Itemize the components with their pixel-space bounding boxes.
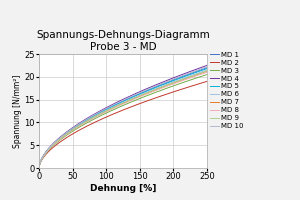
MD 3 (118, 106, 122, 108)
MD 5 (201, 69, 205, 71)
MD 10 (205, 66, 209, 68)
MD 1 (137, 93, 141, 95)
MD 9 (137, 95, 141, 97)
MD 1 (175, 77, 178, 80)
MD 10 (118, 101, 122, 103)
MD 2 (37, 167, 41, 169)
MD 7 (137, 95, 141, 98)
Line: MD 1: MD 1 (39, 68, 207, 168)
MD 7 (117, 104, 121, 106)
MD 8 (205, 71, 209, 73)
MD 6 (201, 70, 205, 73)
MD 3 (201, 75, 205, 77)
MD 10 (175, 77, 178, 79)
MD 1 (201, 68, 205, 70)
MD 7 (175, 81, 178, 83)
X-axis label: Dehnung [%]: Dehnung [%] (90, 184, 156, 193)
MD 10 (201, 67, 205, 69)
Line: MD 6: MD 6 (39, 70, 207, 168)
MD 5 (128, 97, 132, 100)
MD 7 (128, 99, 132, 101)
MD 9 (37, 167, 41, 169)
MD 5 (117, 102, 121, 105)
MD 7 (205, 70, 209, 73)
MD 7 (37, 167, 41, 169)
MD 9 (175, 80, 178, 83)
MD 6 (137, 94, 141, 97)
MD 8 (118, 104, 122, 107)
MD 2 (201, 81, 205, 84)
MD 9 (128, 99, 132, 101)
MD 6 (205, 69, 209, 71)
Line: MD 3: MD 3 (39, 75, 207, 168)
MD 4 (37, 167, 41, 169)
MD 2 (205, 80, 209, 83)
MD 5 (118, 102, 122, 104)
Title: Spannungs-Dehnungs-Diagramm
Probe 3 - MD: Spannungs-Dehnungs-Diagramm Probe 3 - MD (36, 30, 210, 52)
MD 9 (205, 70, 209, 72)
MD 7 (118, 104, 122, 106)
MD 2 (128, 106, 132, 109)
MD 6 (175, 79, 178, 82)
Line: MD 8: MD 8 (39, 72, 207, 168)
MD 8 (201, 72, 205, 75)
MD 8 (137, 96, 141, 98)
MD 4 (117, 100, 121, 103)
MD 9 (117, 104, 121, 106)
MD 8 (175, 81, 178, 84)
MD 1 (205, 66, 209, 69)
MD 1 (117, 102, 121, 104)
Line: MD 10: MD 10 (39, 67, 207, 168)
Line: MD 7: MD 7 (39, 71, 207, 168)
Line: MD 9: MD 9 (39, 71, 207, 168)
MD 10 (128, 96, 132, 98)
MD 8 (37, 167, 41, 169)
MD 7 (201, 71, 205, 74)
MD 2 (118, 110, 122, 113)
MD 4 (205, 64, 209, 67)
MD 1 (128, 97, 132, 99)
MD 5 (205, 67, 209, 70)
MD 6 (128, 98, 132, 101)
MD 4 (137, 91, 141, 93)
MD 5 (175, 78, 178, 81)
MD 4 (201, 66, 205, 68)
MD 3 (137, 98, 141, 100)
MD 4 (128, 95, 132, 97)
Legend: MD 1, MD 2, MD 3, MD 4, MD 5, MD 6, MD 7, MD 8, MD 9, MD 10: MD 1, MD 2, MD 3, MD 4, MD 5, MD 6, MD 7… (210, 52, 243, 129)
MD 10 (137, 92, 141, 94)
MD 3 (117, 106, 121, 109)
Line: MD 4: MD 4 (39, 65, 207, 168)
MD 10 (117, 101, 121, 103)
MD 6 (37, 167, 41, 169)
MD 10 (37, 167, 41, 169)
MD 9 (201, 71, 205, 73)
MD 4 (118, 100, 122, 102)
Y-axis label: Spannung [N/mm²]: Spannung [N/mm²] (13, 74, 22, 148)
MD 4 (175, 75, 178, 78)
MD 3 (175, 84, 178, 86)
MD 3 (37, 167, 41, 169)
MD 5 (37, 167, 41, 169)
MD 2 (175, 90, 178, 92)
MD 3 (205, 73, 209, 76)
MD 1 (37, 167, 41, 169)
MD 3 (128, 101, 132, 104)
Line: MD 2: MD 2 (39, 81, 207, 168)
MD 9 (118, 103, 122, 106)
MD 6 (118, 103, 122, 105)
MD 1 (118, 101, 122, 104)
MD 2 (137, 103, 141, 105)
MD 6 (117, 103, 121, 106)
MD 2 (117, 111, 121, 113)
MD 5 (137, 93, 141, 96)
MD 8 (117, 105, 121, 107)
Line: MD 5: MD 5 (39, 69, 207, 168)
MD 8 (128, 100, 132, 102)
